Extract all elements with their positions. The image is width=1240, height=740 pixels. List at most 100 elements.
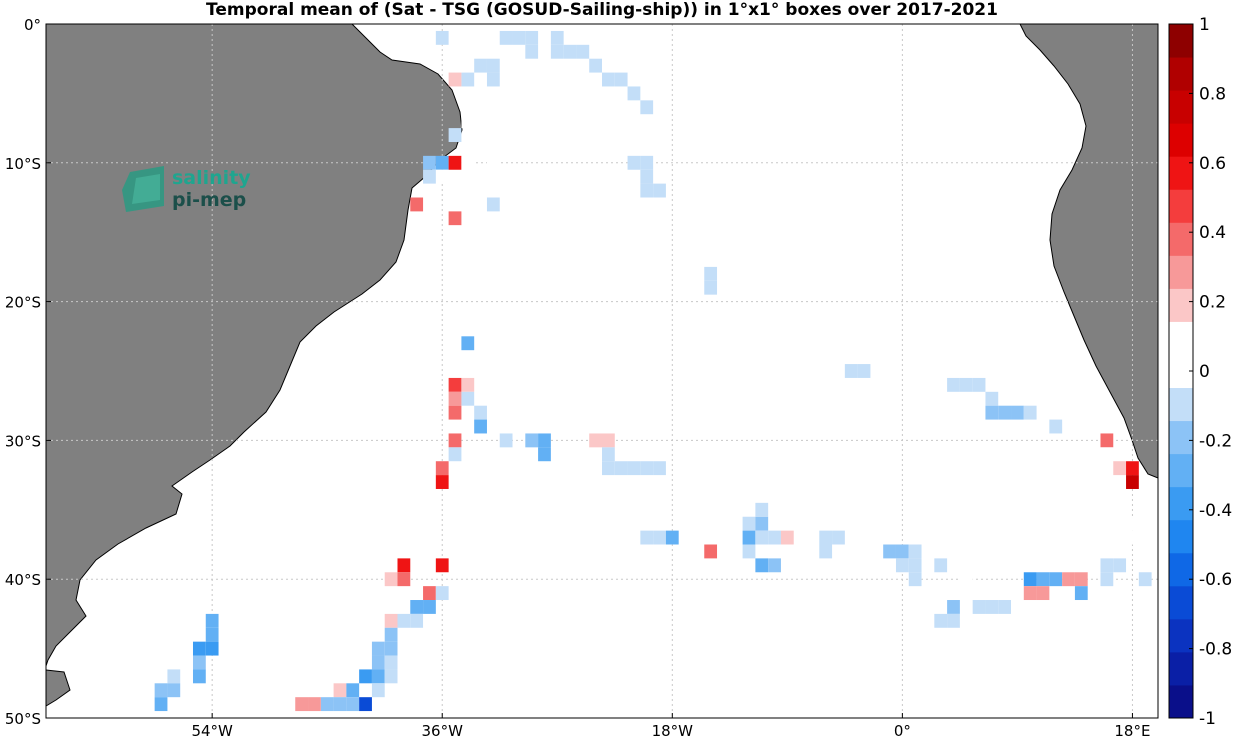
data-cell — [589, 58, 602, 73]
data-cell — [435, 461, 449, 476]
data-cell — [934, 558, 948, 573]
x-tick-label: 18°W — [652, 722, 694, 740]
data-cell — [819, 530, 833, 545]
data-cell — [371, 655, 385, 670]
data-cell — [768, 530, 781, 545]
colorbar-tick-label: 0.4 — [1199, 223, 1226, 243]
data-cell — [640, 461, 654, 476]
data-cell — [486, 155, 500, 170]
data-cell — [768, 558, 781, 573]
data-cell — [602, 405, 615, 420]
data-cell — [985, 405, 999, 420]
colorbar-tick-label: -0.4 — [1199, 501, 1232, 521]
data-cell — [550, 364, 564, 378]
data-cell — [371, 641, 385, 656]
data-cell — [921, 586, 935, 601]
data-cell — [1126, 461, 1139, 476]
data-cell — [448, 433, 462, 448]
data-cell — [461, 100, 475, 115]
data-cell — [538, 447, 551, 462]
colorbar-segment — [1169, 519, 1193, 554]
data-cell — [1036, 586, 1050, 601]
data-cell — [1062, 572, 1075, 587]
data-cell — [653, 530, 666, 545]
data-cell — [934, 613, 948, 628]
data-cell — [333, 683, 347, 698]
data-cell — [704, 280, 718, 295]
logo-text-line1: salinity — [172, 167, 251, 189]
data-cell — [308, 697, 321, 712]
data-cell — [154, 697, 168, 712]
data-cell — [602, 461, 615, 476]
x-tick-labels: 54°W 36°W 18°W 0° 18°E — [191, 713, 1150, 740]
data-cell — [1113, 558, 1127, 573]
y-tick-label: 50°S — [5, 710, 41, 728]
data-cell — [525, 30, 539, 45]
data-cell — [908, 544, 922, 559]
data-cell — [742, 530, 756, 545]
data-cell — [755, 558, 769, 573]
data-cell — [755, 502, 769, 517]
data-cell — [423, 169, 436, 184]
colorbar-segment — [1169, 387, 1193, 422]
data-cell — [384, 655, 398, 670]
x-tick-label: 54°W — [191, 722, 233, 740]
data-cell — [998, 600, 1012, 614]
data-cell — [1113, 461, 1127, 476]
data-cell — [589, 433, 602, 448]
data-cell — [435, 558, 449, 573]
data-cell — [295, 697, 309, 712]
chart-title: Temporal mean of (Sat - TSG (GOSUD-Saili… — [206, 0, 998, 20]
colorbar-tick-label: 1 — [1199, 15, 1210, 35]
data-cell — [371, 683, 385, 698]
data-cell — [371, 669, 385, 684]
colorbar-tick-label: -0.6 — [1199, 570, 1232, 590]
data-cell — [474, 405, 487, 420]
data-cell — [998, 405, 1012, 420]
data-cell — [320, 697, 334, 712]
data-cell — [602, 433, 615, 448]
data-cell — [819, 544, 833, 559]
data-cell — [947, 600, 960, 614]
data-cell — [959, 572, 973, 587]
data-cell — [832, 530, 845, 545]
data-cell — [640, 530, 654, 545]
data-cell — [704, 266, 718, 281]
data-cell — [154, 683, 168, 698]
data-cell — [602, 72, 615, 87]
data-cell — [972, 377, 986, 392]
data-cell — [1126, 516, 1139, 531]
data-cell — [448, 405, 462, 420]
data-cell — [576, 44, 590, 59]
colorbar-segment — [1169, 156, 1193, 190]
data-cell — [627, 155, 641, 170]
colorbar-segment — [1169, 585, 1193, 620]
data-cell — [525, 44, 539, 59]
data-cell — [448, 72, 462, 87]
data-cell — [192, 641, 206, 656]
data-cell — [461, 169, 475, 184]
data-cell — [397, 613, 411, 628]
data-cell — [563, 44, 577, 59]
data-cell — [474, 419, 487, 434]
x-tick-label: 36°W — [422, 722, 464, 740]
data-cell — [1023, 405, 1037, 420]
colorbar-segment — [1169, 651, 1193, 686]
colorbar-segment — [1169, 552, 1193, 587]
data-cell — [205, 613, 219, 628]
data-cell — [627, 86, 641, 101]
data-cell — [985, 600, 999, 614]
data-cell — [435, 30, 449, 45]
colorbar-tick-label: -0.2 — [1199, 431, 1232, 451]
colorbar: 1 0.8 0.6 0.4 0.2 0 -0.2 -0.4 -0.6 -0.8 -1 — [1168, 15, 1232, 729]
data-cell — [908, 558, 922, 573]
data-cell — [780, 530, 794, 545]
data-cell — [448, 225, 462, 240]
x-tick-label: 0° — [894, 722, 911, 740]
data-cell — [665, 530, 679, 545]
data-cell — [486, 58, 500, 73]
y-tick-label: 30°S — [5, 432, 41, 450]
data-cell — [857, 530, 871, 545]
data-cell — [1074, 586, 1088, 601]
